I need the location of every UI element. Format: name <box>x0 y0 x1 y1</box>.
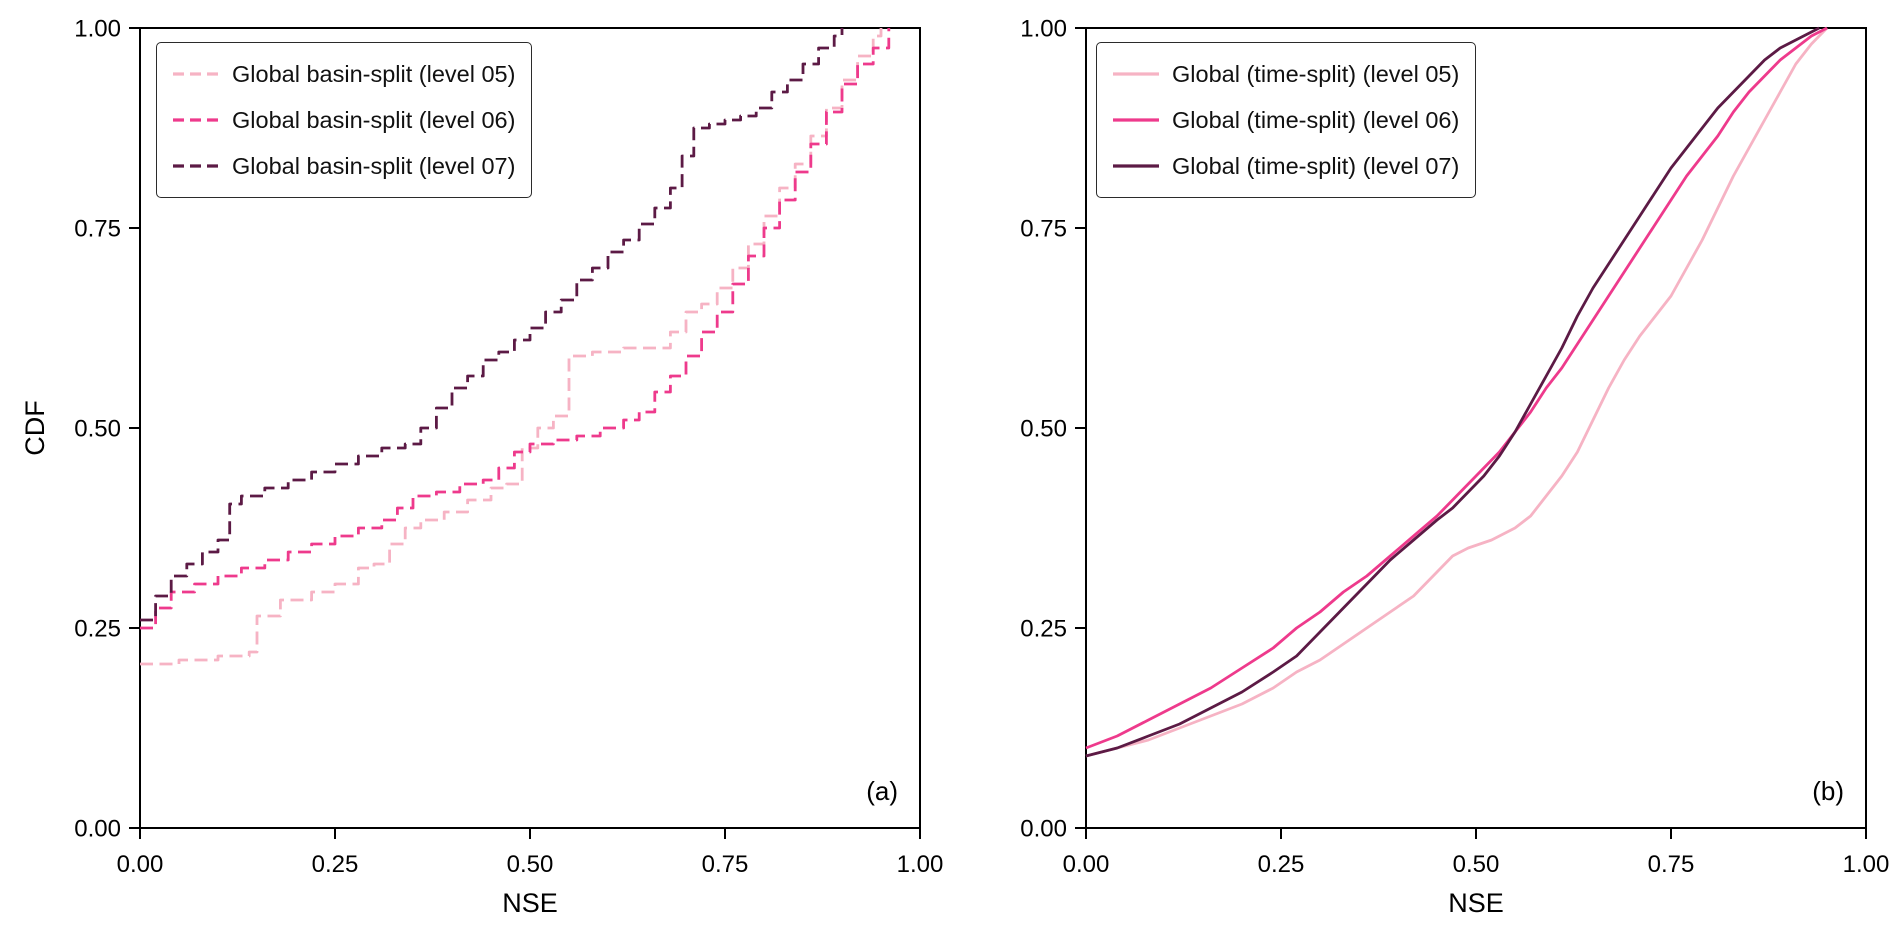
svg-text:0.00: 0.00 <box>1063 851 1110 878</box>
legend-label: Global basin-split (level 05) <box>232 60 516 87</box>
svg-text:0.00: 0.00 <box>1020 816 1067 843</box>
svg-text:0.25: 0.25 <box>1020 616 1067 643</box>
legend-item: Global basin-split (level 05) <box>173 53 515 95</box>
plot-area: 0.00 0.25 0.50 0.75 1.00 0.00 0.25 0.50 0.75 1.00 <box>74 16 943 879</box>
legend-label: Global (time-split) (level 07) <box>1172 152 1460 179</box>
svg-text:0.50: 0.50 <box>1020 416 1067 443</box>
svg-text:0.50: 0.50 <box>1453 851 1500 878</box>
panel-a: 0.00 0.25 0.50 0.75 1.00 0.00 0.25 0.50 0.75 1.00… <box>20 16 943 919</box>
legend-item: Global (time-split) (level 05) <box>1113 53 1459 95</box>
svg-text:0.75: 0.75 <box>74 216 121 243</box>
x-axis-label: NSE <box>1448 888 1504 918</box>
plot-b: 0.00 0.25 0.50 0.75 1.00 0.00 0.25 0.50 0.75 1.00… <box>1020 16 1889 919</box>
legend-label: Global (time-split) (level 06) <box>1172 106 1460 133</box>
y-axis-label: CDF <box>20 400 50 456</box>
legend-item: Global basin-split (level 06) <box>173 99 515 141</box>
svg-text:0.00: 0.00 <box>117 851 164 878</box>
legend-line-sample <box>173 163 219 169</box>
legend-line-sample <box>173 117 219 123</box>
x-axis-label: NSE <box>502 888 558 918</box>
svg-text:1.00: 1.00 <box>1020 16 1067 43</box>
legend-line-sample <box>1113 71 1159 77</box>
panel-b: 0.00 0.25 0.50 0.75 1.00 0.00 0.25 0.50 0.75 1.00… <box>946 0 1892 930</box>
legend-line-sample <box>1113 117 1159 123</box>
svg-text:0.25: 0.25 <box>312 851 359 878</box>
legend-line-sample <box>173 71 219 77</box>
svg-text:0.75: 0.75 <box>1648 851 1695 878</box>
legend-b: Global (time-split) (level 05) Global (t… <box>1096 42 1477 198</box>
svg-text:1.00: 1.00 <box>74 16 121 43</box>
legend-label: Global basin-split (level 06) <box>232 106 516 133</box>
svg-text:0.25: 0.25 <box>74 616 121 643</box>
legend-item: Global (time-split) (level 07) <box>1113 145 1459 187</box>
svg-text:1.00: 1.00 <box>897 851 944 878</box>
svg-text:0.50: 0.50 <box>74 416 121 443</box>
svg-text:0.00: 0.00 <box>74 816 121 843</box>
svg-text:0.50: 0.50 <box>507 851 554 878</box>
plot-a: 0.00 0.25 0.50 0.75 1.00 0.00 0.25 0.50 0.75 1.00… <box>20 16 943 919</box>
legend-a: Global basin-split (level 05) Global bas… <box>156 42 533 198</box>
svg-text:0.25: 0.25 <box>1258 851 1305 878</box>
legend-item: Global (time-split) (level 06) <box>1113 99 1459 141</box>
legend-label: Global (time-split) (level 05) <box>1172 60 1460 87</box>
svg-text:0.75: 0.75 <box>702 851 749 878</box>
panel-label-b: (b) <box>1812 776 1844 806</box>
legend-item: Global basin-split (level 07) <box>173 145 515 187</box>
legend-label: Global basin-split (level 07) <box>232 152 516 179</box>
svg-text:0.75: 0.75 <box>1020 216 1067 243</box>
plot-area: 0.00 0.25 0.50 0.75 1.00 0.00 0.25 0.50 0.75 1.00 <box>1020 16 1889 879</box>
svg-text:1.00: 1.00 <box>1843 851 1890 878</box>
panel-label-a: (a) <box>866 776 898 806</box>
legend-line-sample <box>1113 163 1159 169</box>
